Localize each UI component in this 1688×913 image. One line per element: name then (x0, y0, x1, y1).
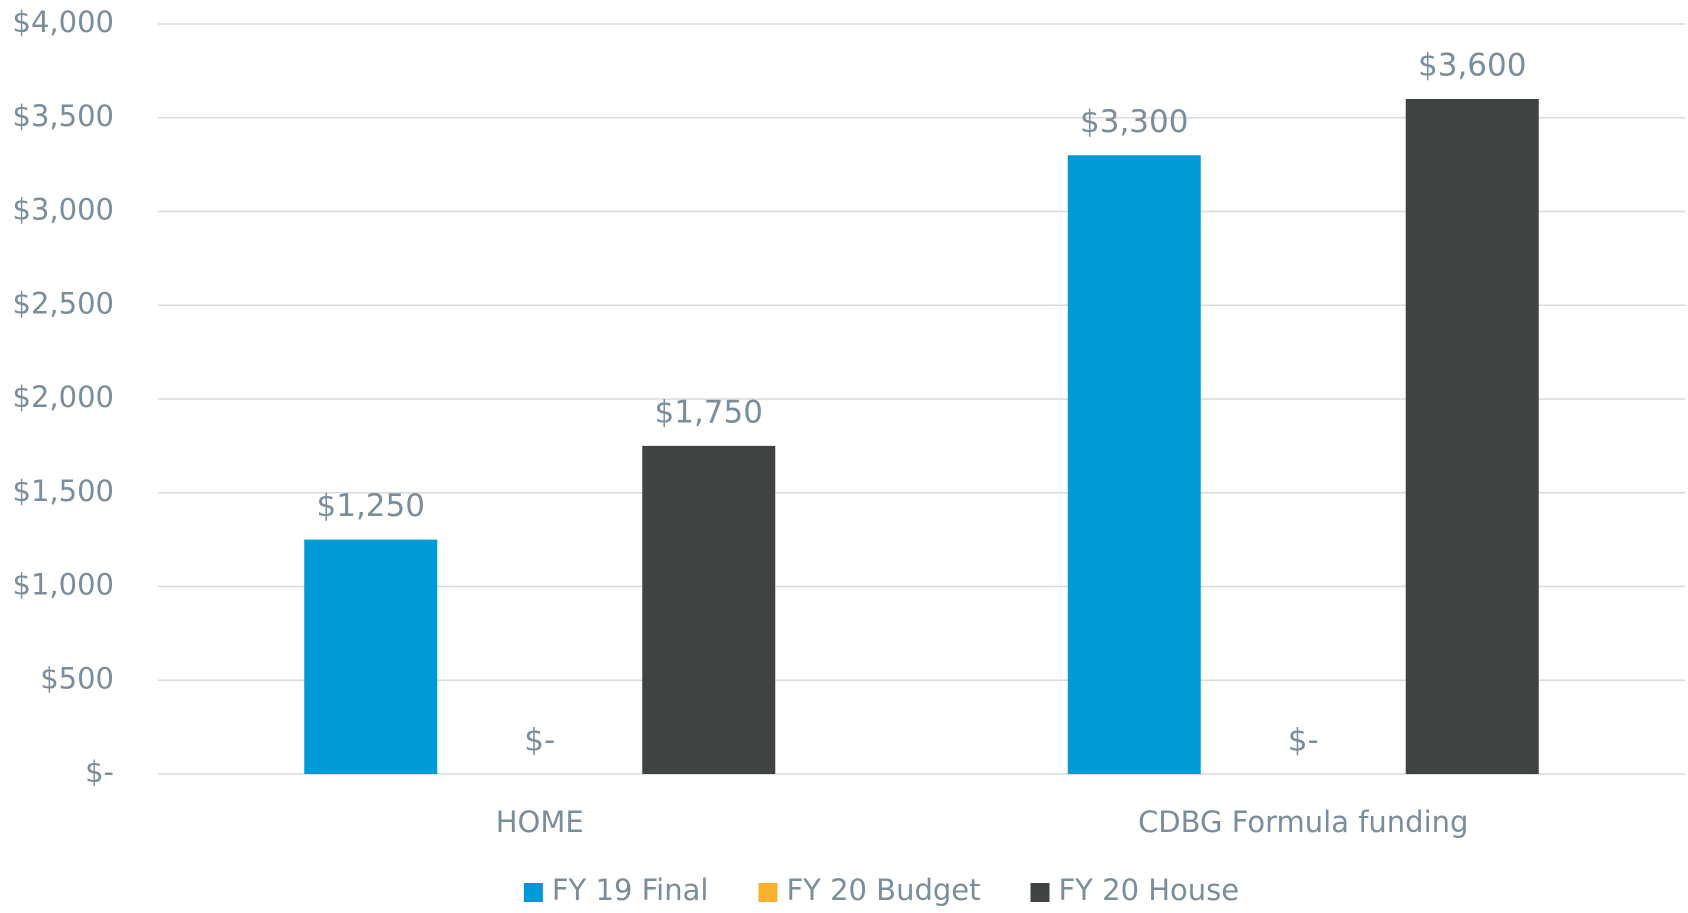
y-tick-label: $3,500 (13, 99, 114, 133)
bar (1405, 99, 1539, 774)
value-label: $- (1288, 723, 1319, 759)
y-tick-label: $4,000 (13, 5, 114, 39)
legend-swatch (1030, 883, 1050, 902)
x-tick-label: HOME (496, 805, 584, 839)
y-tick-label: $2,500 (13, 286, 114, 320)
value-label: $- (524, 723, 555, 759)
y-tick-label: $3,000 (13, 193, 114, 227)
y-tick-label: $500 (40, 661, 114, 695)
y-tick-label: $1,000 (13, 568, 114, 602)
y-tick-label: $1,500 (13, 474, 114, 508)
bar (642, 445, 776, 774)
x-tick-label: CDBG Formula funding (1138, 805, 1468, 839)
value-label: $1,750 (655, 394, 763, 430)
value-label: $1,250 (317, 488, 425, 524)
legend-label: FY 20 House (1059, 873, 1240, 907)
y-tick-label: $2,000 (13, 380, 114, 414)
legend-label: FY 19 Final (552, 873, 709, 907)
bar (1067, 155, 1201, 774)
legend-swatch (523, 883, 543, 902)
value-label: $3,300 (1080, 104, 1188, 140)
y-tick-label: $- (85, 755, 114, 789)
bar (304, 539, 438, 774)
legend-label: FY 20 Budget (786, 873, 980, 907)
value-label: $3,600 (1418, 48, 1526, 84)
legend-swatch (758, 883, 778, 902)
